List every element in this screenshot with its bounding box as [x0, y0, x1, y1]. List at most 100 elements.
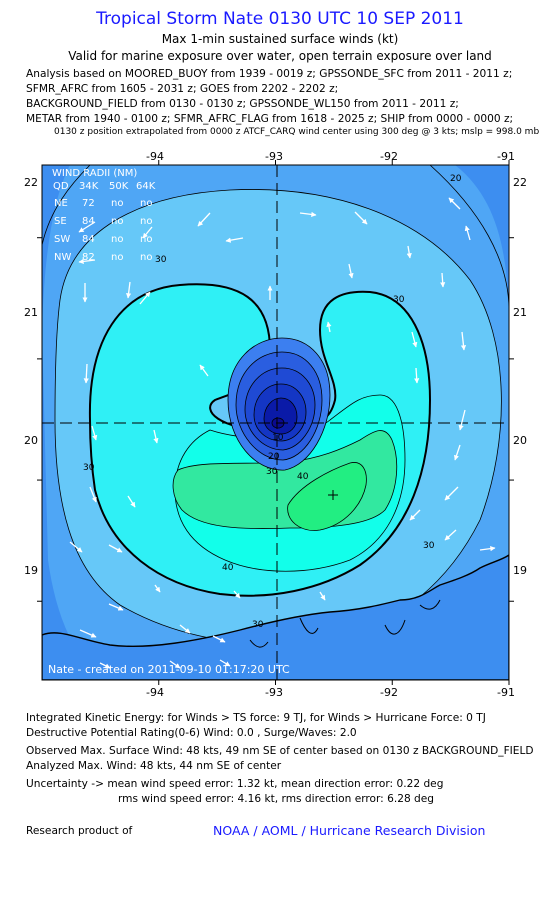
wind-radii-title: WIND RADII (NM): [52, 168, 137, 179]
analysis-line: Analysis based on MOORED_BUOY from 1939 …: [26, 68, 513, 80]
wind-arrow: [444, 486, 459, 501]
wind-radii-cell: no: [111, 216, 123, 227]
wind-arrow: [91, 425, 98, 441]
wind-arrow: [326, 321, 332, 333]
wind-arrow: [448, 197, 461, 210]
wind-arrow: [169, 660, 181, 669]
wind-arrow: [154, 584, 161, 593]
wind-radii-cell: no: [111, 252, 123, 263]
lat-tick-right: 20: [513, 434, 527, 447]
lon-tick-top: -92: [380, 150, 398, 163]
lat-tick-right: 22: [513, 176, 527, 189]
map-title: Tropical Storm Nate 0130 UTC 10 SEP 2011: [96, 9, 464, 29]
wind-arrow: [225, 237, 244, 243]
wind-arrow: [78, 258, 96, 264]
lat-tick-right: 19: [513, 564, 527, 577]
wind-arrow: [139, 291, 151, 305]
wind-arrow: [99, 662, 111, 669]
contour-20kt-ne: [429, 165, 509, 311]
wind-arrow: [79, 629, 97, 638]
wind-arrow: [354, 211, 368, 225]
wind-arrow: [153, 429, 159, 444]
lat-tick-left: 19: [24, 564, 38, 577]
wind-arrow: [464, 225, 471, 241]
wind-vectors: [69, 197, 496, 669]
wind-arrow: [319, 591, 326, 601]
wind-arrow: [454, 444, 461, 461]
drp-line: Destructive Potential Rating(0-6) Wind: …: [26, 727, 357, 739]
map-subtitle-units: Max 1-min sustained surface winds (kt): [161, 32, 399, 46]
contour-label: 10: [272, 433, 284, 443]
band-48kt: [287, 462, 367, 531]
contour-label: 20: [450, 174, 462, 184]
wind-arrow: [179, 624, 191, 634]
lon-tick-top: -94: [146, 150, 164, 163]
contour-labels: 20 30 30 30 30 30 40 40 10 20 30: [83, 174, 462, 630]
analysis-line: BACKGROUND_FIELD from 0130 - 0130 z; GPS…: [26, 98, 459, 110]
contour-label: 40: [222, 563, 234, 573]
analysis-line: METAR from 1940 - 0100 z; SFMR_AFRC_FLAG…: [26, 113, 514, 125]
contour-label: 40: [297, 472, 309, 482]
wind-arrow: [212, 635, 226, 643]
lon-tick-bottom: -92: [380, 686, 398, 699]
wind-radii-cell: SE: [54, 216, 67, 227]
wind-arrow: [406, 245, 412, 259]
lon-tick-bottom: -93: [265, 686, 283, 699]
uncertainty-rms: rms wind speed error: 4.16 kt, rms direc…: [118, 793, 435, 805]
wind-radii-table: WIND RADII (NM) QD 34K 50K 64K NE 72 no …: [52, 168, 156, 263]
wind-arrow: [108, 544, 123, 553]
wind-arrow: [440, 272, 446, 288]
wind-arrow: [444, 529, 457, 541]
wind-arrow: [233, 590, 241, 599]
wind-radii-cell: no: [140, 234, 152, 245]
wind-radii-header: 50K: [109, 181, 129, 192]
wind-arrow: [219, 659, 231, 667]
lon-tick-bottom: -94: [146, 686, 164, 699]
lat-tick-left: 22: [24, 176, 38, 189]
wind-radii-cell: no: [140, 198, 152, 209]
position-note: 0130 z position extrapolated from 0000 z…: [54, 127, 540, 137]
contour-label: 30: [83, 463, 95, 473]
noaa-link[interactable]: NOAA / AOML / Hurricane Research Divisio…: [213, 823, 486, 838]
contour-label: 30: [155, 255, 167, 265]
wind-radii-cell: 72: [82, 198, 95, 209]
wind-radii-cell: NW: [54, 252, 71, 263]
wind-arrow: [127, 495, 136, 508]
wind-arrow: [299, 211, 317, 217]
wind-arrow: [78, 221, 96, 233]
lat-tick-left: 20: [24, 434, 38, 447]
coastline: [42, 554, 509, 680]
wind-radii-cell: SW: [54, 234, 70, 245]
wind-arrow: [199, 364, 209, 377]
wind-arrow: [142, 226, 153, 239]
wind-radii-cell: 84: [82, 234, 95, 245]
ike-line: Integrated Kinetic Energy: for Winds > T…: [26, 712, 486, 724]
contour-label: 30: [252, 620, 264, 630]
analysis-line: SFMR_AFRC from 1605 - 2031 z; GOES from …: [26, 83, 339, 95]
lat-tick-right: 21: [513, 306, 527, 319]
wind-radii-header: QD: [53, 181, 69, 192]
wind-arrow: [460, 331, 467, 351]
wind-arrow: [458, 409, 466, 431]
observed-max-wind: Observed Max. Surface Wind: 48 kts, 49 n…: [26, 745, 534, 757]
uncertainty-mean: Uncertainty -> mean wind speed error: 1.…: [26, 778, 444, 790]
wind-arrow: [108, 603, 124, 611]
wind-arrow: [126, 281, 132, 299]
lat-tick-left: 21: [24, 306, 38, 319]
map-subtitle-exposure: Valid for marine exposure over water, op…: [68, 49, 492, 63]
contour-label: 30: [266, 467, 278, 477]
wind-arrow: [83, 363, 89, 384]
wind-radii-header: 34K: [79, 181, 99, 192]
wind-arrow: [69, 541, 83, 553]
wind-arrow: [409, 509, 421, 521]
research-label: Research product of: [26, 825, 133, 837]
lon-tick-top: -93: [265, 150, 283, 163]
wind-arrow: [197, 212, 211, 227]
contour-label: 30: [423, 541, 435, 551]
wind-radii-cell: 82: [82, 252, 95, 263]
contour-label: 20: [268, 452, 280, 462]
contour-20kt-nw: [42, 165, 91, 246]
wind-arrow: [411, 331, 418, 348]
wind-radii-cell: 84: [82, 216, 95, 227]
